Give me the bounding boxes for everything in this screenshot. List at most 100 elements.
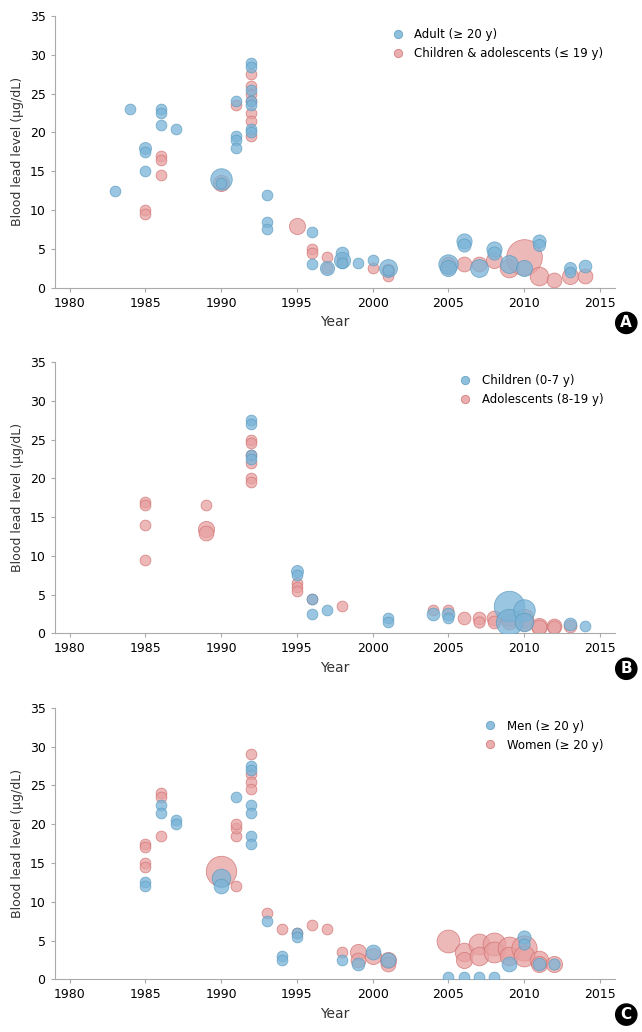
Point <box>550 619 560 636</box>
Point <box>247 436 257 452</box>
Point <box>247 451 257 467</box>
Point <box>489 944 499 961</box>
Text: B: B <box>620 662 632 676</box>
Point <box>368 252 378 268</box>
Point <box>550 617 560 634</box>
Point <box>247 431 257 448</box>
Point <box>489 245 499 261</box>
Point <box>247 55 257 71</box>
Point <box>292 925 302 941</box>
Point <box>337 952 347 968</box>
Point <box>216 174 227 191</box>
Point <box>247 746 257 763</box>
Point <box>428 606 438 622</box>
Point <box>247 121 257 137</box>
Point <box>383 610 393 626</box>
Point <box>201 520 211 537</box>
Point <box>292 925 302 941</box>
Point <box>247 93 257 109</box>
Point <box>474 614 484 631</box>
Point <box>141 551 151 568</box>
Point <box>534 236 544 253</box>
Point <box>519 260 529 277</box>
Point <box>247 454 257 471</box>
Point <box>383 614 393 631</box>
Point <box>231 97 241 114</box>
Point <box>322 921 333 937</box>
Point <box>504 956 514 972</box>
Point <box>292 582 302 599</box>
Point <box>504 947 514 964</box>
Point <box>292 575 302 591</box>
Point <box>580 617 590 634</box>
Point <box>247 66 257 83</box>
Point <box>337 599 347 615</box>
Point <box>247 773 257 789</box>
Point <box>443 606 453 622</box>
Point <box>443 260 453 277</box>
Point <box>519 614 529 631</box>
Point <box>247 447 257 463</box>
Point <box>231 788 241 805</box>
Point <box>155 148 166 164</box>
Point <box>443 256 453 272</box>
Point <box>216 170 227 187</box>
Point <box>458 236 469 253</box>
Point <box>519 929 529 945</box>
Point <box>337 252 347 268</box>
Point <box>443 260 453 277</box>
Point <box>550 956 560 972</box>
Point <box>247 835 257 851</box>
Point <box>368 260 378 277</box>
Point <box>337 245 347 261</box>
Point <box>231 819 241 836</box>
Point <box>307 245 317 261</box>
Point <box>292 929 302 945</box>
Point <box>322 260 333 277</box>
Point <box>352 944 363 961</box>
Y-axis label: Blood lead level (μg/dL): Blood lead level (μg/dL) <box>11 423 24 573</box>
Point <box>428 602 438 618</box>
Point <box>580 267 590 284</box>
Point <box>292 579 302 595</box>
Point <box>307 256 317 272</box>
Point <box>458 969 469 986</box>
Point <box>141 143 151 160</box>
Point <box>550 271 560 288</box>
Point <box>155 785 166 802</box>
Point <box>216 878 227 895</box>
Point <box>141 854 151 871</box>
Point <box>155 797 166 813</box>
Point <box>155 804 166 820</box>
Point <box>216 870 227 886</box>
Point <box>307 590 317 607</box>
Point <box>489 252 499 268</box>
Point <box>231 128 241 144</box>
Point <box>247 77 257 94</box>
Point <box>564 617 575 634</box>
Point <box>261 221 272 237</box>
Point <box>247 447 257 463</box>
Point <box>292 218 302 234</box>
Point <box>247 93 257 109</box>
Point <box>504 940 514 957</box>
Point <box>155 105 166 122</box>
Point <box>247 412 257 428</box>
Point <box>216 174 227 191</box>
Legend: Children (0-7 y), Adolescents (8-19 y): Children (0-7 y), Adolescents (8-19 y) <box>447 367 609 412</box>
Point <box>247 82 257 98</box>
Point <box>519 940 529 957</box>
X-axis label: Year: Year <box>320 662 349 675</box>
Point <box>247 128 257 144</box>
Point <box>231 139 241 156</box>
Point <box>247 766 257 782</box>
Point <box>247 781 257 798</box>
Point <box>368 947 378 964</box>
Point <box>231 878 241 895</box>
Point <box>261 913 272 930</box>
Point <box>141 859 151 875</box>
Point <box>534 617 544 634</box>
Point <box>534 267 544 284</box>
Point <box>201 497 211 514</box>
Point <box>519 947 529 964</box>
